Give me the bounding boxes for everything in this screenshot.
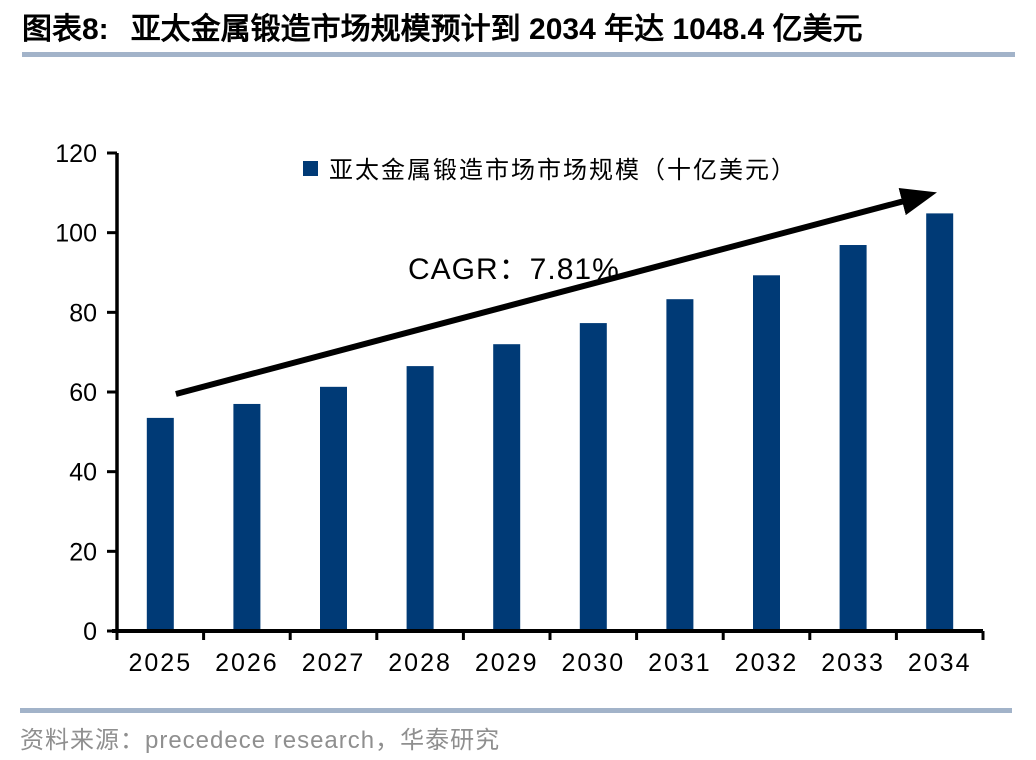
x-tick-label: 2028 [388,649,452,677]
bar-2026 [233,403,261,631]
figure-title-text: 亚太金属锻造市场规模预计到 2034 年达 1048.4 亿美元 [130,13,863,46]
bar-2032 [753,275,780,631]
y-tick-label: 40 [69,459,97,487]
source-note: 资料来源：precedece research，华泰研究 [20,727,501,754]
title-divider [22,52,1015,57]
legend-label: 亚太金属锻造市场市场规模（十亿美元） [329,157,797,184]
x-tick-label: 2025 [128,649,192,677]
x-tick-label: 2026 [215,649,279,677]
figure-number: 图表8: [22,13,109,46]
x-tick-label: 2032 [735,649,799,677]
y-tick-label: 0 [83,618,97,646]
bar-2033 [839,245,867,631]
bar-2025 [146,417,174,631]
bar-2030 [579,323,607,631]
bar-2034 [926,213,954,631]
chart-legend: 亚太金属锻造市场市场规模（十亿美元） [117,150,983,185]
y-tick-label: 20 [69,538,97,566]
trend-arrow [175,188,937,397]
bar-2028 [406,366,434,631]
y-tick-label: 120 [55,140,97,168]
footer-divider [20,708,1012,713]
cagr-annotation: CAGR：7.81% [408,253,620,286]
x-tick-label: 2033 [821,649,885,677]
x-tick-label: 2029 [475,649,539,677]
bar-2027 [320,386,347,631]
y-tick-label: 60 [69,379,97,407]
figure-title: 图表8: 亚太金属锻造市场规模预计到 2034 年达 1048.4 亿美元 [22,12,863,48]
y-tick-label: 100 [55,220,97,248]
x-tick-label: 2034 [908,649,972,677]
bar-2029 [493,344,521,631]
x-tick-label: 2027 [302,649,366,677]
x-tick-label: 2031 [648,649,712,677]
legend-swatch-icon [303,161,318,176]
bar-2031 [666,299,694,631]
y-tick-label: 80 [69,299,97,327]
x-tick-label: 2030 [561,649,625,677]
